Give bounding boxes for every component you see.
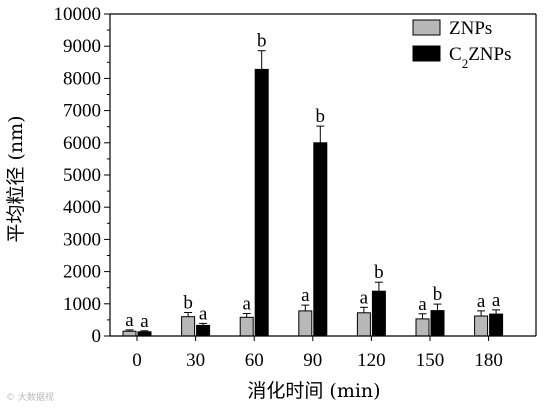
y-tick-label: 5000 <box>63 165 101 186</box>
x-tick-label: 0 <box>132 350 142 371</box>
bar-C2ZNPs-90 <box>313 142 328 337</box>
y-tick-label: 2000 <box>63 262 101 283</box>
significance-label-ZNPs-60: a <box>242 294 251 315</box>
y-tick-label: 6000 <box>63 133 101 154</box>
y-axis-title: 平均粒径 (nm) <box>5 115 27 242</box>
bar-ZNPs-180 <box>474 315 489 337</box>
significance-label-C2ZNPs-90: b <box>316 106 326 127</box>
significance-label-ZNPs-180: a <box>477 291 486 312</box>
y-tick-label: 9000 <box>63 36 101 57</box>
y-tick-label: 0 <box>92 326 102 347</box>
legend-swatch-C2ZNPs <box>412 45 441 62</box>
y-tick-label: 1000 <box>63 294 101 315</box>
significance-label-ZNPs-30: b <box>183 293 193 314</box>
legend-label-C2ZNPs: C2ZNPs <box>449 44 511 71</box>
x-tick-label: 30 <box>186 350 205 371</box>
significance-label-C2ZNPs-180: a <box>492 290 501 311</box>
y-tick-label: 8000 <box>63 68 101 89</box>
bar-ZNPs-90 <box>298 310 313 337</box>
significance-label-ZNPs-90: a <box>301 285 310 306</box>
bar-C2ZNPs-150 <box>430 310 445 337</box>
x-tick-label: 90 <box>303 350 322 371</box>
bar-ZNPs-30 <box>181 316 196 337</box>
bar-C2ZNPs-0 <box>137 331 152 337</box>
significance-label-C2ZNPs-0: a <box>140 311 149 332</box>
bar-C2ZNPs-180 <box>489 313 504 337</box>
x-tick-label: 180 <box>474 350 503 371</box>
x-tick-label: 120 <box>357 350 386 371</box>
watermark: © 大数据视 <box>6 393 54 403</box>
legend: ZNPs C2ZNPs <box>412 18 511 71</box>
x-axis-title: 消化时间 (min) <box>247 380 380 402</box>
significance-label-ZNPs-120: a <box>360 287 369 308</box>
y-tick-label: 7000 <box>63 101 101 122</box>
y-tick-label: 3000 <box>63 229 101 250</box>
significance-label-C2ZNPs-60: b <box>257 31 267 52</box>
significance-label-C2ZNPs-120: b <box>374 262 384 283</box>
legend-swatch-ZNPs <box>412 19 441 36</box>
significance-label-ZNPs-0: a <box>125 310 134 331</box>
significance-label-C2ZNPs-150: b <box>433 284 443 305</box>
bar-ZNPs-120 <box>356 312 371 337</box>
bar-C2ZNPs-120 <box>371 290 386 337</box>
x-tick-label: 150 <box>416 350 445 371</box>
bar-ZNPs-150 <box>415 318 430 337</box>
bar-ZNPs-60 <box>239 316 254 337</box>
legend-label-ZNPs: ZNPs <box>449 18 492 39</box>
significance-label-C2ZNPs-30: a <box>199 303 208 324</box>
bar-C2ZNPs-30 <box>196 324 211 337</box>
y-tick-label: 4000 <box>63 197 101 218</box>
significance-label-ZNPs-150: a <box>418 294 427 315</box>
bar-ZNPs-0 <box>122 330 137 337</box>
bar-C2ZNPs-60 <box>254 68 269 337</box>
y-tick-label: 10000 <box>54 4 102 25</box>
x-tick-label: 60 <box>245 350 264 371</box>
